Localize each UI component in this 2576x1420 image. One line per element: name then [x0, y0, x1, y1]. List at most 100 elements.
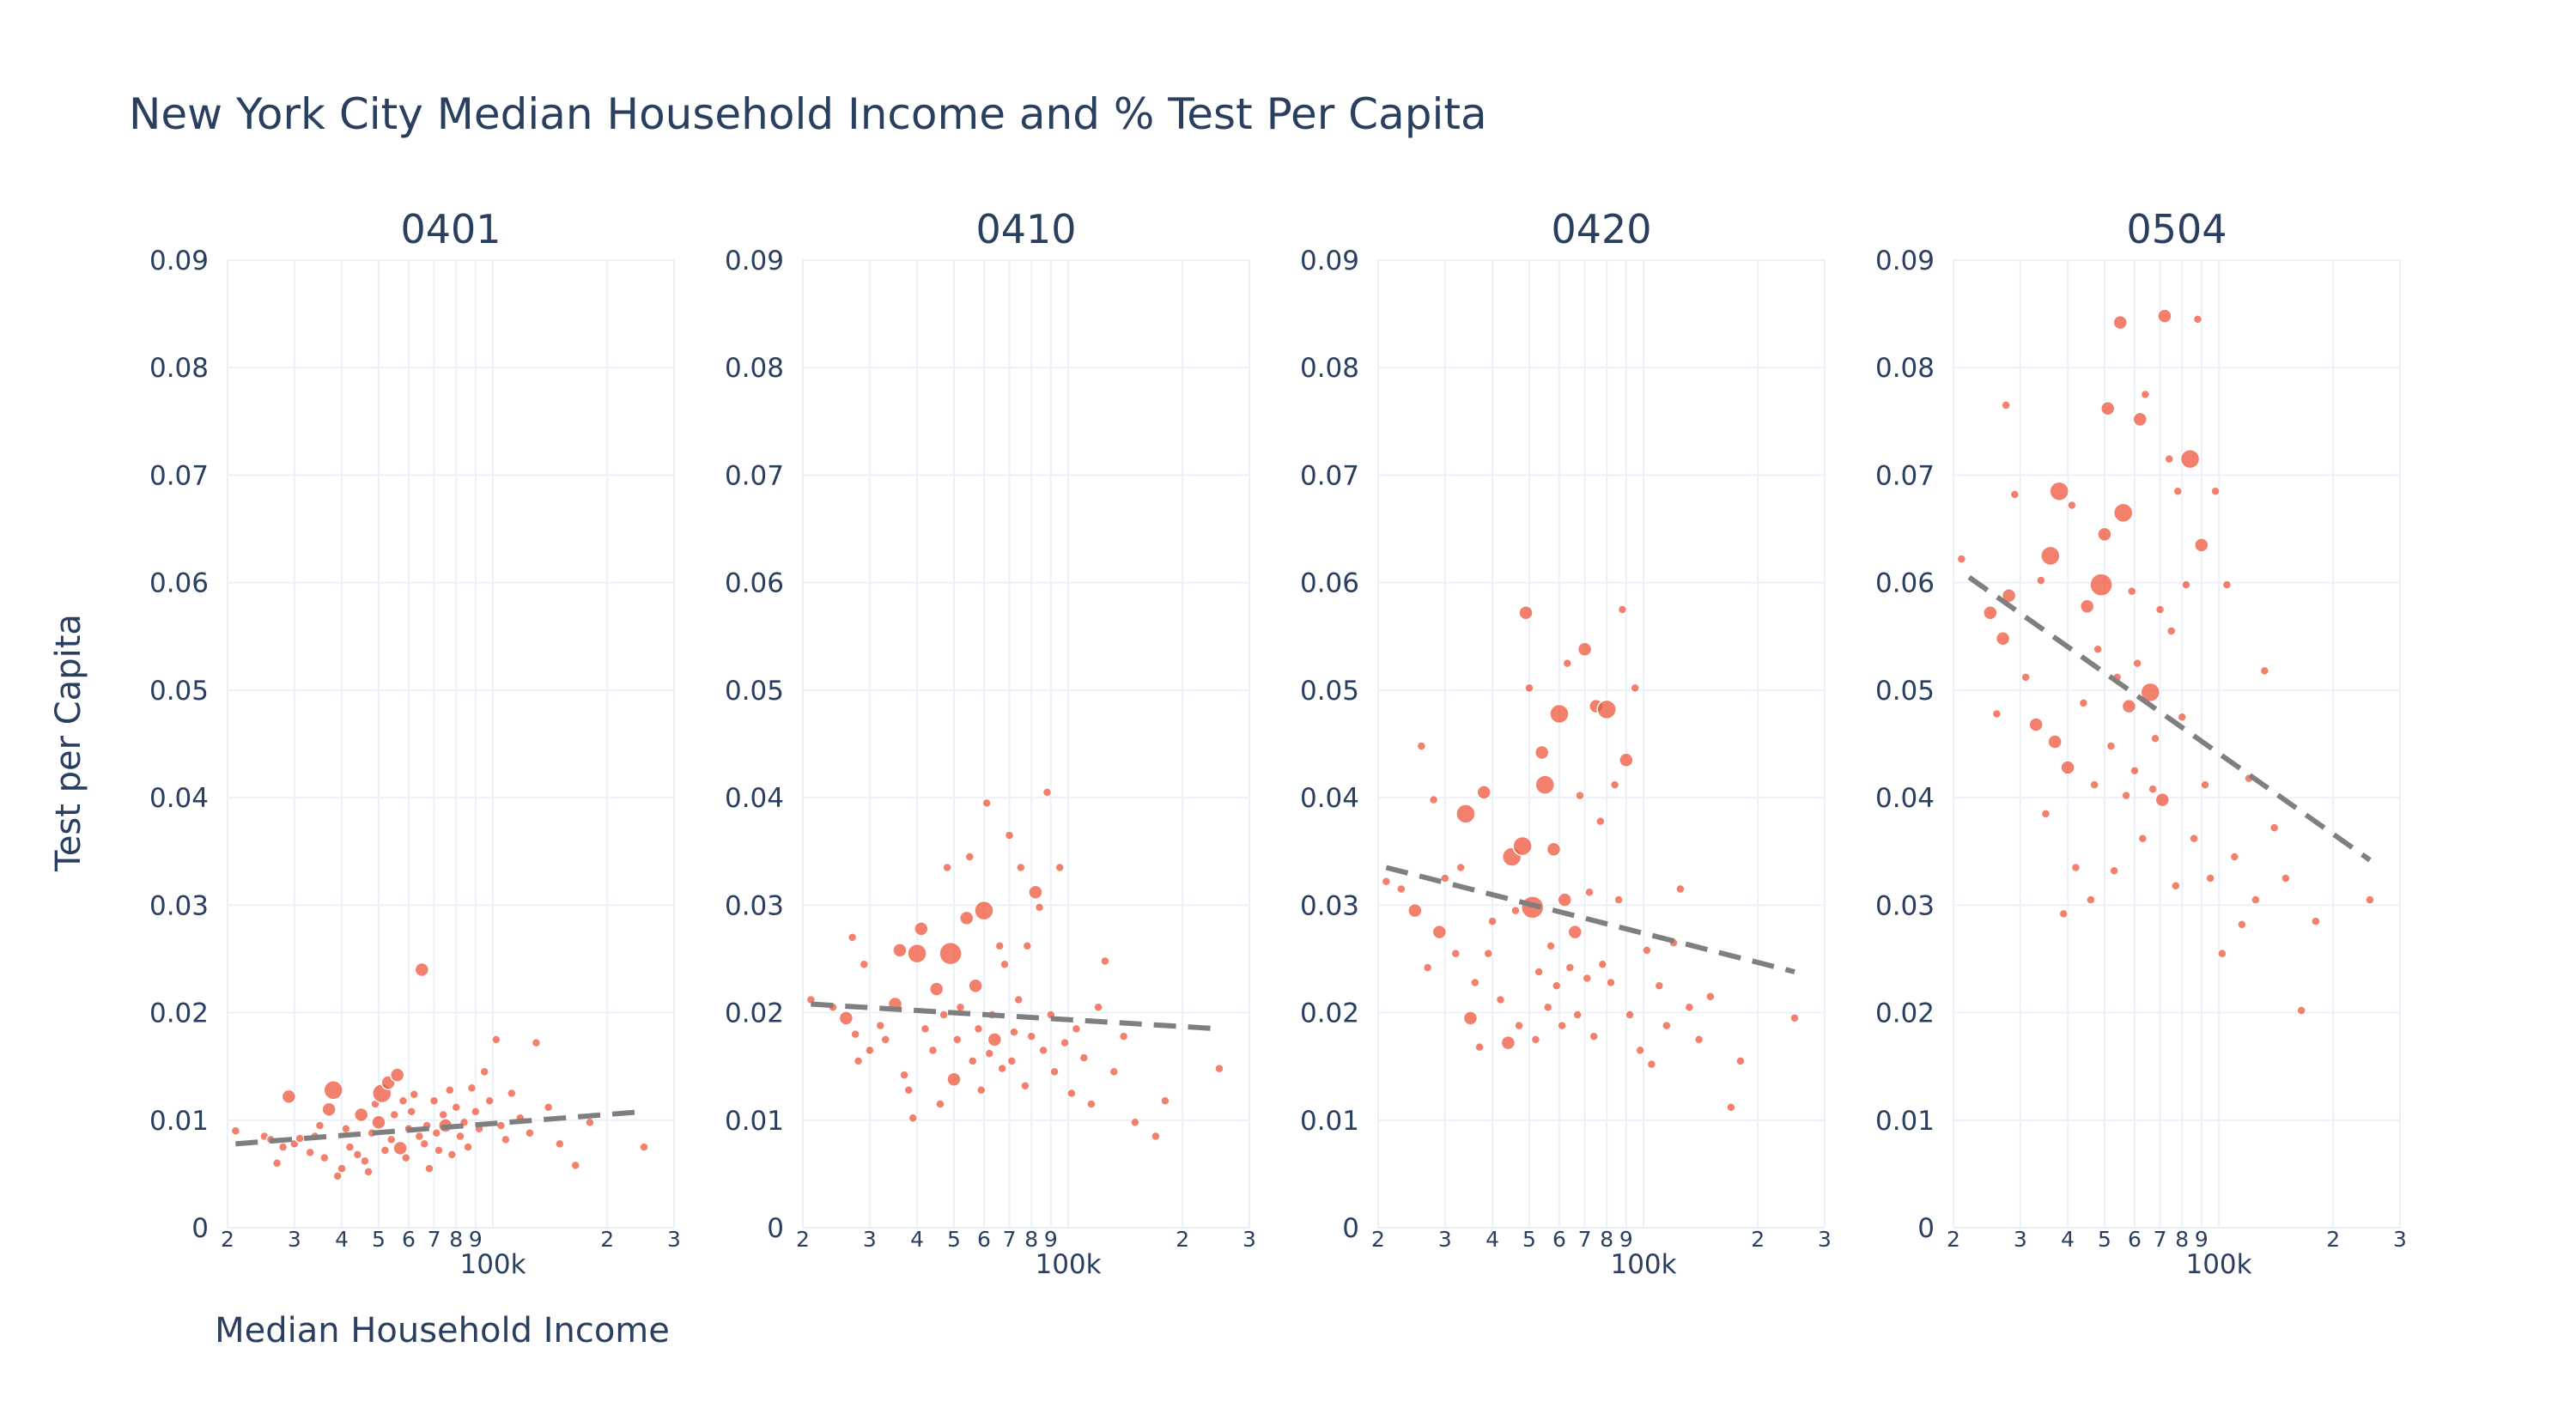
data-point: [479, 1066, 489, 1077]
data-point: [305, 1147, 315, 1158]
x-tick-label: 2: [1371, 1227, 1385, 1252]
data-point: [2001, 400, 2011, 410]
x-tick-label: 5: [2098, 1227, 2111, 1252]
y-tick-label: 0.01: [1300, 1106, 1359, 1137]
x-tick-label: 9: [469, 1227, 483, 1252]
data-point: [1613, 895, 1624, 905]
data-point: [1584, 887, 1595, 898]
data-point: [1100, 956, 1110, 967]
data-point: [1016, 862, 1026, 873]
data-point: [951, 1035, 963, 1045]
trendline: [811, 1001, 1220, 1032]
y-tick-label: 0.04: [149, 783, 209, 814]
x-tick-label: 9: [1619, 1227, 1633, 1252]
x-tick-label: 2: [600, 1227, 614, 1252]
y-tick-label: 0.01: [1875, 1106, 1935, 1137]
data-point: [1483, 948, 1493, 959]
data-point: [1151, 1131, 1161, 1142]
data-point: [1066, 1088, 1077, 1099]
data-point: [838, 1010, 854, 1026]
x-tick-label: 2: [796, 1227, 810, 1252]
y-tick-label: 0.06: [1300, 568, 1359, 599]
x-tick-label: 4: [910, 1227, 924, 1252]
trendline: [1967, 574, 2372, 863]
panel-0401: 0 0.01 0.02 0.03 0.04 0.05 0.06 0.07 0.08 0.09 2 3 4…: [149, 206, 681, 1280]
data-point: [2171, 881, 2181, 891]
data-point: [1006, 1056, 1018, 1066]
y-tick-label: 0.03: [149, 890, 209, 921]
data-point: [1675, 883, 1686, 895]
data-point: [942, 862, 952, 873]
y-tick-label: 0: [1917, 1213, 1935, 1244]
x-tick-label: 7: [2154, 1227, 2167, 1252]
data-point: [1396, 883, 1406, 895]
data-point: [406, 1107, 416, 1117]
data-point: [865, 1045, 875, 1056]
data-point: [2221, 580, 2233, 590]
data-point: [2067, 500, 2077, 511]
data-point: [1577, 641, 1593, 658]
data-point: [853, 1056, 864, 1066]
data-point: [1567, 924, 1583, 940]
data-point: [2112, 314, 2128, 331]
data-point: [2166, 626, 2177, 636]
data-point: [859, 959, 870, 969]
data-point: [1022, 941, 1033, 951]
data-point: [1450, 948, 1461, 959]
x-tick-label: 9: [1044, 1227, 1058, 1252]
x-tick-label: 2: [2326, 1227, 2340, 1252]
data-point: [451, 1102, 461, 1113]
data-point: [1054, 862, 1065, 873]
data-point: [1004, 830, 1015, 840]
data-point: [507, 1088, 517, 1099]
data-point: [1028, 884, 1043, 901]
data-point: [531, 1037, 542, 1048]
data-point: [1735, 1056, 1746, 1066]
data-point: [463, 1142, 473, 1152]
data-point: [1474, 1041, 1485, 1053]
data-point: [2217, 948, 2227, 959]
data-point: [2140, 389, 2151, 400]
data-point: [1381, 877, 1392, 887]
data-point: [319, 1152, 330, 1163]
data-point: [344, 1142, 355, 1152]
data-point: [484, 1095, 495, 1106]
data-point: [968, 978, 983, 993]
data-point: [434, 1145, 444, 1156]
data-point: [2181, 580, 2191, 590]
y-tick-label: 0.05: [1300, 676, 1359, 707]
data-point: [1026, 1031, 1036, 1041]
data-point: [400, 1152, 411, 1163]
x-tick-label: 6: [402, 1227, 416, 1252]
data-point: [419, 1138, 430, 1150]
data-point: [1422, 962, 1433, 973]
data-point: [639, 1142, 649, 1152]
data-point: [958, 910, 975, 926]
panel-0420: 0 0.01 0.02 0.03 0.04 0.05 0.06 0.07 0.08 0.09 2 3 4…: [1300, 206, 1832, 1280]
data-point: [2058, 908, 2069, 919]
y-tick-label: 0.08: [1300, 353, 1359, 384]
data-point: [1524, 683, 1534, 694]
data-point: [2112, 502, 2134, 524]
data-point: [1455, 862, 1466, 873]
y-tick-label: 0.09: [1875, 246, 1935, 276]
data-point: [543, 1102, 554, 1113]
y-tick-label: 0.06: [1875, 568, 1935, 599]
data-point: [1617, 604, 1628, 615]
data-point: [2086, 895, 2096, 905]
data-point: [981, 798, 992, 809]
y-tick-label: 0.07: [1300, 460, 1359, 491]
y-tick-label: 0.03: [725, 890, 784, 921]
data-point: [1093, 1002, 1103, 1013]
data-point: [880, 1035, 890, 1045]
data-point: [2179, 448, 2201, 470]
y-tick-label: 0.08: [1875, 353, 1935, 384]
data-point: [928, 981, 945, 997]
data-point: [332, 1171, 343, 1181]
data-point: [360, 1156, 370, 1167]
data-point: [946, 1071, 962, 1087]
data-point: [939, 1010, 949, 1020]
y-tick-label: 0.09: [725, 246, 784, 276]
x-tick-label: 3: [288, 1227, 301, 1252]
data-point: [1654, 980, 1665, 991]
